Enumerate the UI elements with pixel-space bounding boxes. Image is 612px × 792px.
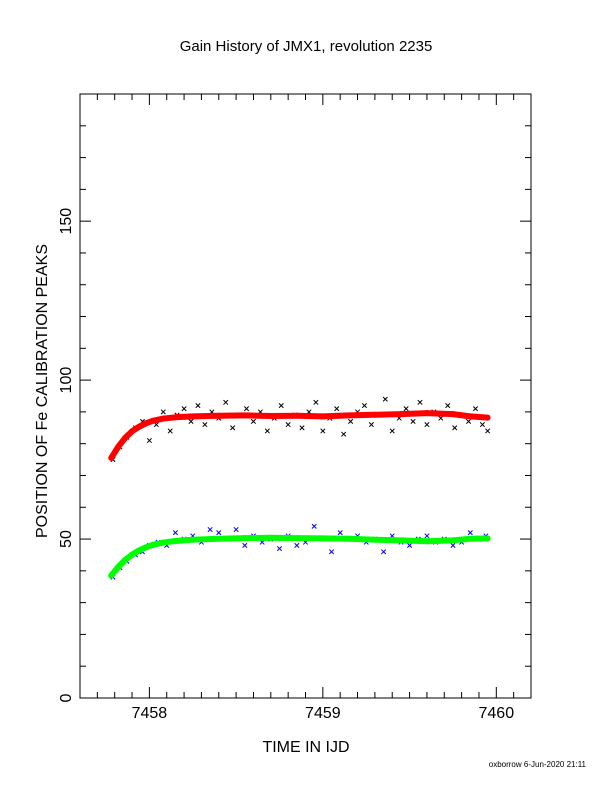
data-point bbox=[417, 399, 423, 405]
data-point bbox=[230, 425, 236, 431]
fit-segment bbox=[423, 410, 456, 418]
data-point bbox=[361, 402, 368, 409]
y-tick-label: 0 bbox=[58, 693, 75, 702]
data-point bbox=[278, 402, 284, 409]
fit-segment bbox=[371, 536, 404, 544]
data-point bbox=[250, 418, 257, 424]
data-point bbox=[207, 526, 213, 533]
fit-segment bbox=[293, 412, 326, 420]
data-point bbox=[424, 422, 430, 428]
data-point bbox=[223, 399, 229, 405]
fit-segment bbox=[215, 535, 248, 542]
data-point bbox=[285, 422, 291, 428]
data-point bbox=[382, 396, 388, 402]
axis-tick-labels: 0 50 100 150 7458 7459 7460 bbox=[58, 208, 514, 722]
y-tick-label: 50 bbox=[58, 530, 75, 548]
data-point bbox=[202, 422, 208, 428]
data-point bbox=[311, 523, 317, 529]
data-point bbox=[233, 526, 239, 533]
fit-segment bbox=[397, 537, 430, 545]
data-point bbox=[313, 399, 319, 405]
data-point bbox=[242, 542, 248, 548]
data-point bbox=[276, 546, 283, 552]
data-point bbox=[368, 422, 374, 428]
chart-title: Gain History of JMX1, revolution 2235 bbox=[180, 38, 433, 55]
data-point bbox=[445, 402, 451, 409]
data-point bbox=[438, 415, 444, 421]
axis-ticks bbox=[79, 93, 532, 699]
data-point bbox=[146, 437, 152, 444]
fit-segment bbox=[467, 413, 491, 421]
x-axis-label: TIME IN IJD bbox=[262, 739, 349, 756]
data-point bbox=[195, 402, 201, 409]
fit-segment bbox=[397, 410, 430, 418]
data-point bbox=[389, 428, 395, 434]
fit-segment bbox=[345, 411, 378, 419]
data-point bbox=[410, 418, 416, 424]
data-point bbox=[348, 418, 354, 424]
data-point bbox=[452, 425, 458, 431]
x-tick-label: 7458 bbox=[132, 705, 168, 722]
data-point bbox=[216, 530, 222, 536]
fit-segment bbox=[319, 412, 352, 420]
data-point bbox=[407, 542, 413, 548]
data-point bbox=[424, 533, 430, 539]
fit-segment bbox=[189, 412, 222, 420]
y-tick-label: 150 bbox=[58, 208, 75, 235]
y-tick-label: 100 bbox=[58, 367, 75, 394]
data-marks bbox=[108, 396, 491, 580]
fit-segment bbox=[189, 535, 222, 543]
data-point bbox=[479, 422, 485, 428]
data-point bbox=[341, 431, 347, 437]
data-point bbox=[472, 406, 479, 412]
fit-segment bbox=[241, 412, 274, 420]
data-point bbox=[188, 418, 194, 424]
data-point bbox=[181, 406, 187, 412]
fit-segment bbox=[423, 537, 456, 545]
data-point bbox=[299, 425, 305, 431]
data-point bbox=[320, 428, 326, 434]
data-point bbox=[450, 542, 456, 548]
data-point bbox=[467, 530, 473, 536]
data-point bbox=[403, 406, 409, 412]
data-point bbox=[167, 428, 173, 434]
y-axis-label: POSITION OF Fe CALIBRATION PEAKS bbox=[34, 244, 51, 538]
fit-segment bbox=[345, 535, 378, 543]
footer-credit: oxborrow 6-Jun-2020 21:11 bbox=[489, 760, 587, 769]
data-point bbox=[243, 406, 250, 412]
plot-frame bbox=[79, 93, 532, 699]
data-point bbox=[485, 428, 491, 434]
x-tick-label: 7459 bbox=[305, 705, 341, 722]
data-point bbox=[337, 530, 343, 536]
data-point bbox=[294, 542, 300, 548]
fit-segment bbox=[371, 411, 404, 418]
data-point bbox=[328, 549, 335, 555]
data-point bbox=[334, 406, 340, 412]
data-point bbox=[172, 530, 178, 536]
data-point bbox=[381, 549, 387, 555]
data-point bbox=[466, 418, 472, 424]
data-point bbox=[264, 428, 270, 434]
x-tick-label: 7460 bbox=[479, 705, 515, 722]
data-point bbox=[160, 409, 166, 415]
